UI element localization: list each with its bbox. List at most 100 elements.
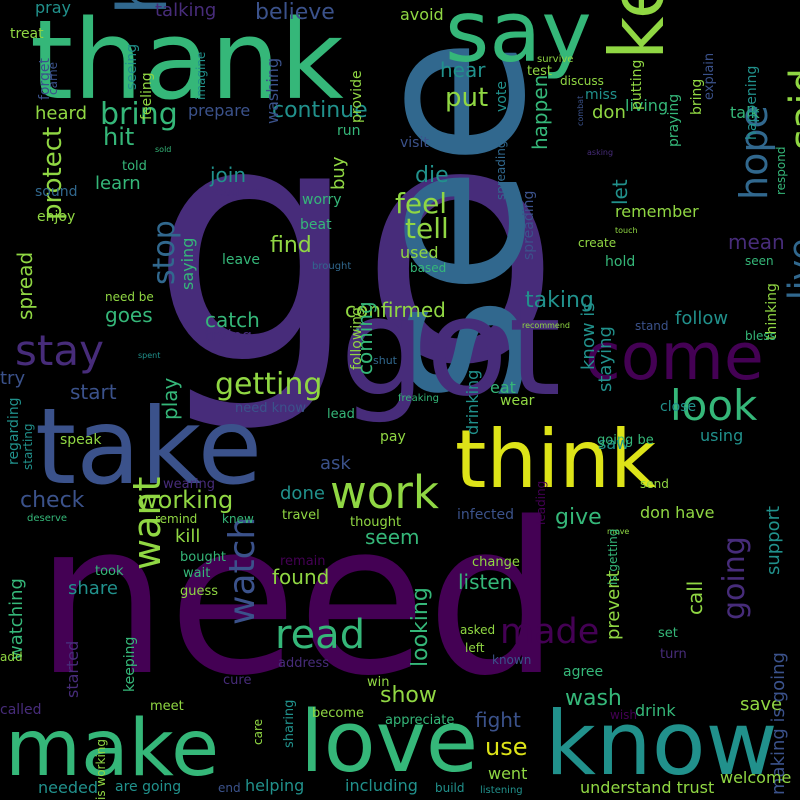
cloud-word: give <box>555 505 602 530</box>
cloud-word: vote <box>494 81 510 112</box>
cloud-word: make <box>5 704 220 794</box>
cloud-word: went <box>488 764 528 783</box>
cloud-word: regarding <box>6 397 22 465</box>
cloud-word: feel <box>395 187 448 220</box>
cloud-word: need know <box>235 401 306 416</box>
cloud-word: getting <box>215 367 323 402</box>
cloud-word: asking <box>587 148 614 157</box>
cloud-word: love <box>300 693 479 792</box>
cloud-word: catch <box>205 308 260 332</box>
cloud-word: eat <box>490 378 516 397</box>
cloud-word: need be <box>105 290 154 304</box>
cloud-word: hear <box>440 58 486 82</box>
cloud-word: bought <box>180 550 227 565</box>
cloud-word: imagine <box>194 51 208 100</box>
cloud-word: thank <box>30 0 344 124</box>
cloud-word: drink <box>635 701 676 720</box>
cloud-word: continue <box>272 98 368 123</box>
cloud-word: looking <box>408 587 433 667</box>
cloud-word: support <box>763 505 784 575</box>
cloud-word: look <box>670 381 758 430</box>
cloud-word: used <box>400 243 439 262</box>
cloud-word: is getting <box>606 528 620 585</box>
cloud-word: follow <box>675 308 729 329</box>
cloud-word: close <box>660 399 697 415</box>
cloud-word: avoid <box>400 5 444 24</box>
cloud-word: came <box>46 61 60 95</box>
cloud-word: sharing <box>282 699 297 748</box>
cloud-word: goes <box>105 303 153 327</box>
cloud-word: needed <box>38 778 98 797</box>
cloud-word: build <box>435 781 465 795</box>
cloud-word: take <box>35 386 263 508</box>
cloud-word: saying <box>178 237 197 290</box>
cloud-word: got <box>340 269 562 426</box>
cloud-word: putting <box>629 59 645 110</box>
cloud-word: try <box>0 368 26 389</box>
cloud-word: said <box>782 68 800 150</box>
cloud-word: spent <box>138 351 161 360</box>
cloud-word: sound <box>35 184 78 200</box>
cloud-word: stand <box>635 319 669 333</box>
cloud-word: watching <box>6 578 27 660</box>
cloud-word: remind <box>155 512 198 526</box>
cloud-word: survive <box>537 54 574 65</box>
cloud-word: know is <box>578 302 599 370</box>
cloud-word: worry <box>302 192 342 208</box>
cloud-word: learn <box>95 173 141 194</box>
cloud-word: run <box>337 123 361 139</box>
cloud-word: combat <box>576 95 585 126</box>
cloud-word: told <box>122 159 147 174</box>
cloud-word: know <box>545 692 778 795</box>
cloud-word: working <box>138 486 234 514</box>
cloud-word: made <box>500 612 600 652</box>
cloud-word: known <box>492 653 532 667</box>
cloud-word: start <box>70 380 117 404</box>
cloud-word: cure <box>223 673 252 688</box>
cloud-word: sold <box>155 145 172 154</box>
cloud-word: watch <box>222 516 263 625</box>
cloud-word: put <box>445 83 489 113</box>
cloud-word: washing <box>263 57 282 124</box>
cloud-word: address <box>278 656 330 671</box>
cloud-word: bring <box>100 97 178 132</box>
cloud-word: starting <box>21 423 35 470</box>
cloud-word: using <box>700 426 744 445</box>
cloud-word: save <box>740 694 783 715</box>
cloud-word: test <box>527 64 552 79</box>
cloud-word: tell <box>405 212 449 245</box>
cloud-word: found <box>272 565 330 589</box>
cloud-word: infected <box>457 507 514 523</box>
cloud-word: happening <box>744 65 760 140</box>
cloud-word: don have <box>640 503 715 522</box>
cloud-word: provide <box>349 70 365 123</box>
cloud-word: seen <box>745 254 774 268</box>
cloud-word: die <box>415 163 449 188</box>
cloud-word: come <box>585 320 764 395</box>
cloud-word: stay <box>15 326 104 375</box>
cloud-word: leading <box>534 480 548 525</box>
cloud-word: speak <box>60 432 102 448</box>
cloud-word: use <box>485 733 528 761</box>
cloud-word: protect <box>38 126 68 220</box>
cloud-word: drinking <box>463 369 482 435</box>
cloud-word: recommend <box>522 321 570 330</box>
cloud-word: set <box>658 626 678 641</box>
cloud-word: move <box>607 527 630 536</box>
cloud-word: meet <box>150 699 184 714</box>
cloud-word: believe <box>255 0 335 25</box>
cloud-word: are going <box>115 779 182 795</box>
cloud-word: read <box>275 612 366 658</box>
cloud-word: travel <box>282 508 320 523</box>
cloud-word: create <box>578 236 617 250</box>
cloud-word: mean <box>728 230 785 254</box>
cloud-word: check <box>20 488 85 513</box>
cloud-word: miss <box>585 87 618 103</box>
cloud-word: work <box>330 466 439 519</box>
cloud-word: living <box>625 96 669 115</box>
cloud-word: touch <box>615 226 638 235</box>
cloud-word: took <box>95 564 124 579</box>
cloud-word: wait <box>183 566 211 581</box>
cloud-word: keeping <box>122 636 138 692</box>
